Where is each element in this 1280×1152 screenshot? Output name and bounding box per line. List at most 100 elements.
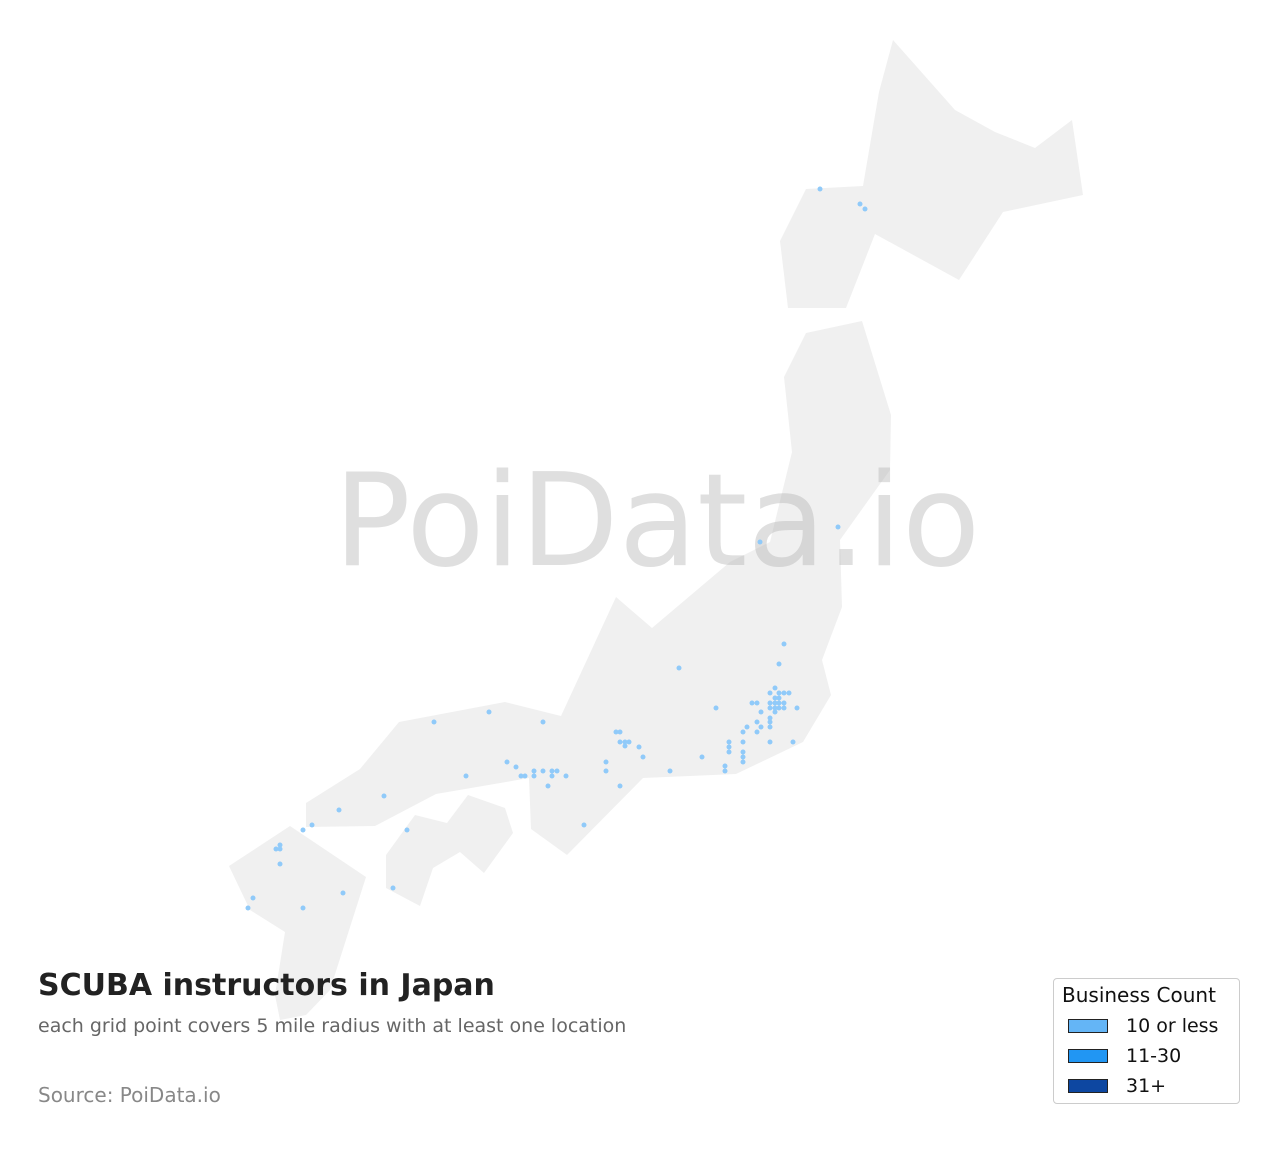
grid-point	[613, 729, 619, 735]
grid-point	[726, 749, 732, 755]
grid-point	[486, 709, 492, 715]
grid-point	[277, 842, 283, 848]
grid-point	[767, 719, 773, 725]
grid-point	[772, 705, 778, 711]
grid-point	[767, 705, 773, 711]
grid-point	[740, 729, 746, 735]
grid-point	[245, 905, 251, 911]
source-note: Source: PoiData.io	[38, 1083, 221, 1107]
grid-point	[667, 768, 673, 774]
grid-point	[772, 685, 778, 691]
grid-point	[767, 700, 773, 706]
grid-point	[776, 705, 782, 711]
chart-title: SCUBA instructors in Japan	[38, 968, 495, 1003]
grid-point	[381, 793, 387, 799]
grid-point	[549, 768, 555, 774]
grid-point	[300, 905, 306, 911]
legend-label: 31+	[1126, 1075, 1167, 1097]
grid-point	[776, 690, 782, 696]
grid-point	[857, 201, 863, 207]
legend-label: 11-30	[1126, 1045, 1182, 1067]
grid-point	[740, 739, 746, 745]
grid-point	[722, 763, 728, 769]
honshu-region	[306, 321, 891, 855]
legend-item: 10 or less	[1068, 1015, 1219, 1037]
grid-point	[603, 759, 609, 765]
grid-point	[862, 206, 868, 212]
legend-title: Business Count	[1062, 983, 1216, 1007]
grid-point	[744, 724, 750, 730]
grid-point	[522, 773, 528, 779]
grid-point	[713, 705, 719, 711]
grid-point	[740, 749, 746, 755]
grid-point	[781, 700, 787, 706]
grid-point	[622, 739, 628, 745]
grid-point	[531, 768, 537, 774]
grid-point	[776, 695, 782, 701]
grid-point	[781, 641, 787, 647]
grid-point	[617, 783, 623, 789]
grid-point	[772, 700, 778, 706]
grid-point	[817, 186, 823, 192]
watermark: PoiData.io	[334, 447, 981, 596]
grid-point	[277, 846, 283, 852]
grid-point	[772, 709, 778, 715]
grid-point	[754, 700, 760, 706]
grid-point	[531, 773, 537, 779]
grid-point	[740, 754, 746, 760]
chart-subtitle: each grid point covers 5 mile radius wit…	[38, 1015, 627, 1037]
grid-point	[767, 724, 773, 730]
grid-point	[504, 759, 510, 765]
grid-point	[300, 827, 306, 833]
grid-point	[776, 661, 782, 667]
grid-point	[835, 524, 841, 530]
grid-point	[250, 895, 256, 901]
grid-point	[749, 700, 755, 706]
legend-swatch	[1068, 1049, 1108, 1063]
grid-point	[545, 783, 551, 789]
grid-point	[726, 744, 732, 750]
grid-point	[772, 695, 778, 701]
grid-point	[776, 700, 782, 706]
grid-point	[758, 709, 764, 715]
legend-swatch	[1068, 1079, 1108, 1093]
grid-point	[390, 885, 396, 891]
grid-point	[340, 890, 346, 896]
grid-point	[790, 739, 796, 745]
grid-point	[758, 724, 764, 730]
grid-point	[309, 822, 315, 828]
grid-point	[273, 846, 279, 852]
legend-item: 11-30	[1068, 1045, 1182, 1067]
grid-point	[676, 665, 682, 671]
legend-swatch	[1068, 1019, 1108, 1033]
grid-point	[540, 768, 546, 774]
grid-point	[781, 690, 787, 696]
grid-point	[740, 759, 746, 765]
grid-point	[757, 539, 763, 545]
grid-point	[336, 807, 342, 813]
hokkaido-region	[780, 40, 1083, 308]
grid-point	[617, 739, 623, 745]
legend: Business Count 10 or less 11-30 31+	[1053, 978, 1240, 1104]
grid-point	[554, 768, 560, 774]
grid-point	[549, 773, 555, 779]
grid-point	[767, 739, 773, 745]
grid-point	[513, 764, 519, 770]
grid-point	[786, 690, 792, 696]
grid-point	[626, 739, 632, 745]
kyushu-region	[229, 826, 366, 1020]
legend-item: 31+	[1068, 1075, 1167, 1097]
grid-point	[404, 827, 410, 833]
grid-point	[518, 773, 524, 779]
grid-point	[640, 754, 646, 760]
grid-point	[754, 719, 760, 725]
grid-point	[622, 743, 628, 749]
legend-label: 10 or less	[1126, 1015, 1219, 1037]
grid-point	[617, 729, 623, 735]
grid-point	[603, 768, 609, 774]
grid-point	[699, 754, 705, 760]
grid-point	[563, 773, 569, 779]
grid-point	[463, 773, 469, 779]
grid-point	[540, 719, 546, 725]
